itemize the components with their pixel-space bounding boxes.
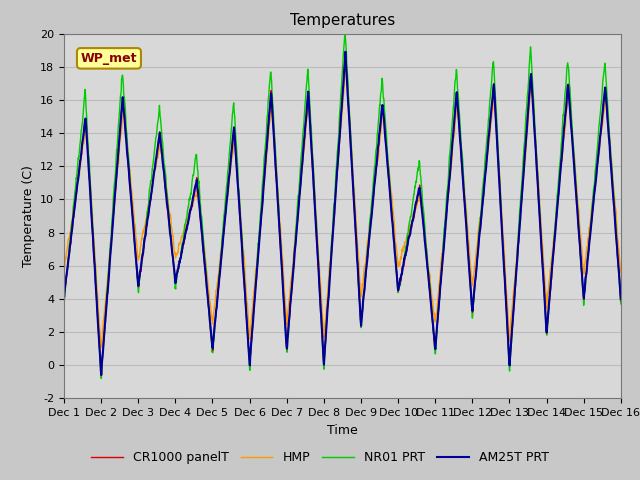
Line: CR1000 panelT: CR1000 panelT: [64, 55, 621, 375]
NR01 PRT: [505, 354, 513, 360]
Legend: CR1000 panelT, HMP, NR01 PRT, AM25T PRT: CR1000 panelT, HMP, NR01 PRT, AM25T PRT: [86, 446, 554, 469]
CR1000 panelT: [505, 347, 513, 353]
HMP: [584, 242, 591, 248]
X-axis label: Time: Time: [327, 424, 358, 437]
HMP: [60, 264, 68, 269]
AM25T PRT: [216, 274, 223, 280]
NR01 PRT: [60, 301, 68, 307]
NR01 PRT: [341, 31, 349, 36]
AM25T PRT: [505, 346, 513, 352]
CR1000 panelT: [371, 176, 379, 182]
HMP: [505, 325, 513, 331]
NR01 PRT: [617, 301, 625, 307]
Line: HMP: HMP: [64, 60, 621, 347]
CR1000 panelT: [60, 292, 68, 298]
NR01 PRT: [584, 258, 591, 264]
Y-axis label: Temperature (C): Temperature (C): [22, 165, 35, 267]
AM25T PRT: [342, 49, 349, 55]
HMP: [342, 57, 350, 62]
CR1000 panelT: [617, 297, 625, 303]
NR01 PRT: [216, 268, 223, 274]
AM25T PRT: [60, 294, 68, 300]
CR1000 panelT: [216, 273, 223, 279]
NR01 PRT: [359, 303, 367, 309]
CR1000 panelT: [584, 256, 591, 262]
HMP: [216, 262, 223, 268]
AM25T PRT: [359, 300, 367, 306]
Text: WP_met: WP_met: [81, 52, 137, 65]
NR01 PRT: [371, 162, 379, 168]
HMP: [617, 270, 625, 276]
AM25T PRT: [371, 177, 379, 182]
CR1000 panelT: [359, 303, 367, 309]
HMP: [371, 179, 379, 184]
AM25T PRT: [568, 134, 576, 140]
CR1000 panelT: [342, 52, 349, 58]
Title: Temperatures: Temperatures: [290, 13, 395, 28]
HMP: [568, 127, 576, 133]
AM25T PRT: [617, 296, 625, 302]
NR01 PRT: [568, 122, 576, 128]
Line: AM25T PRT: AM25T PRT: [64, 52, 621, 375]
CR1000 panelT: [568, 135, 576, 141]
AM25T PRT: [97, 372, 105, 378]
NR01 PRT: [97, 375, 105, 381]
HMP: [97, 344, 105, 350]
CR1000 panelT: [97, 372, 105, 378]
HMP: [359, 282, 367, 288]
Line: NR01 PRT: NR01 PRT: [64, 34, 621, 378]
AM25T PRT: [584, 258, 591, 264]
